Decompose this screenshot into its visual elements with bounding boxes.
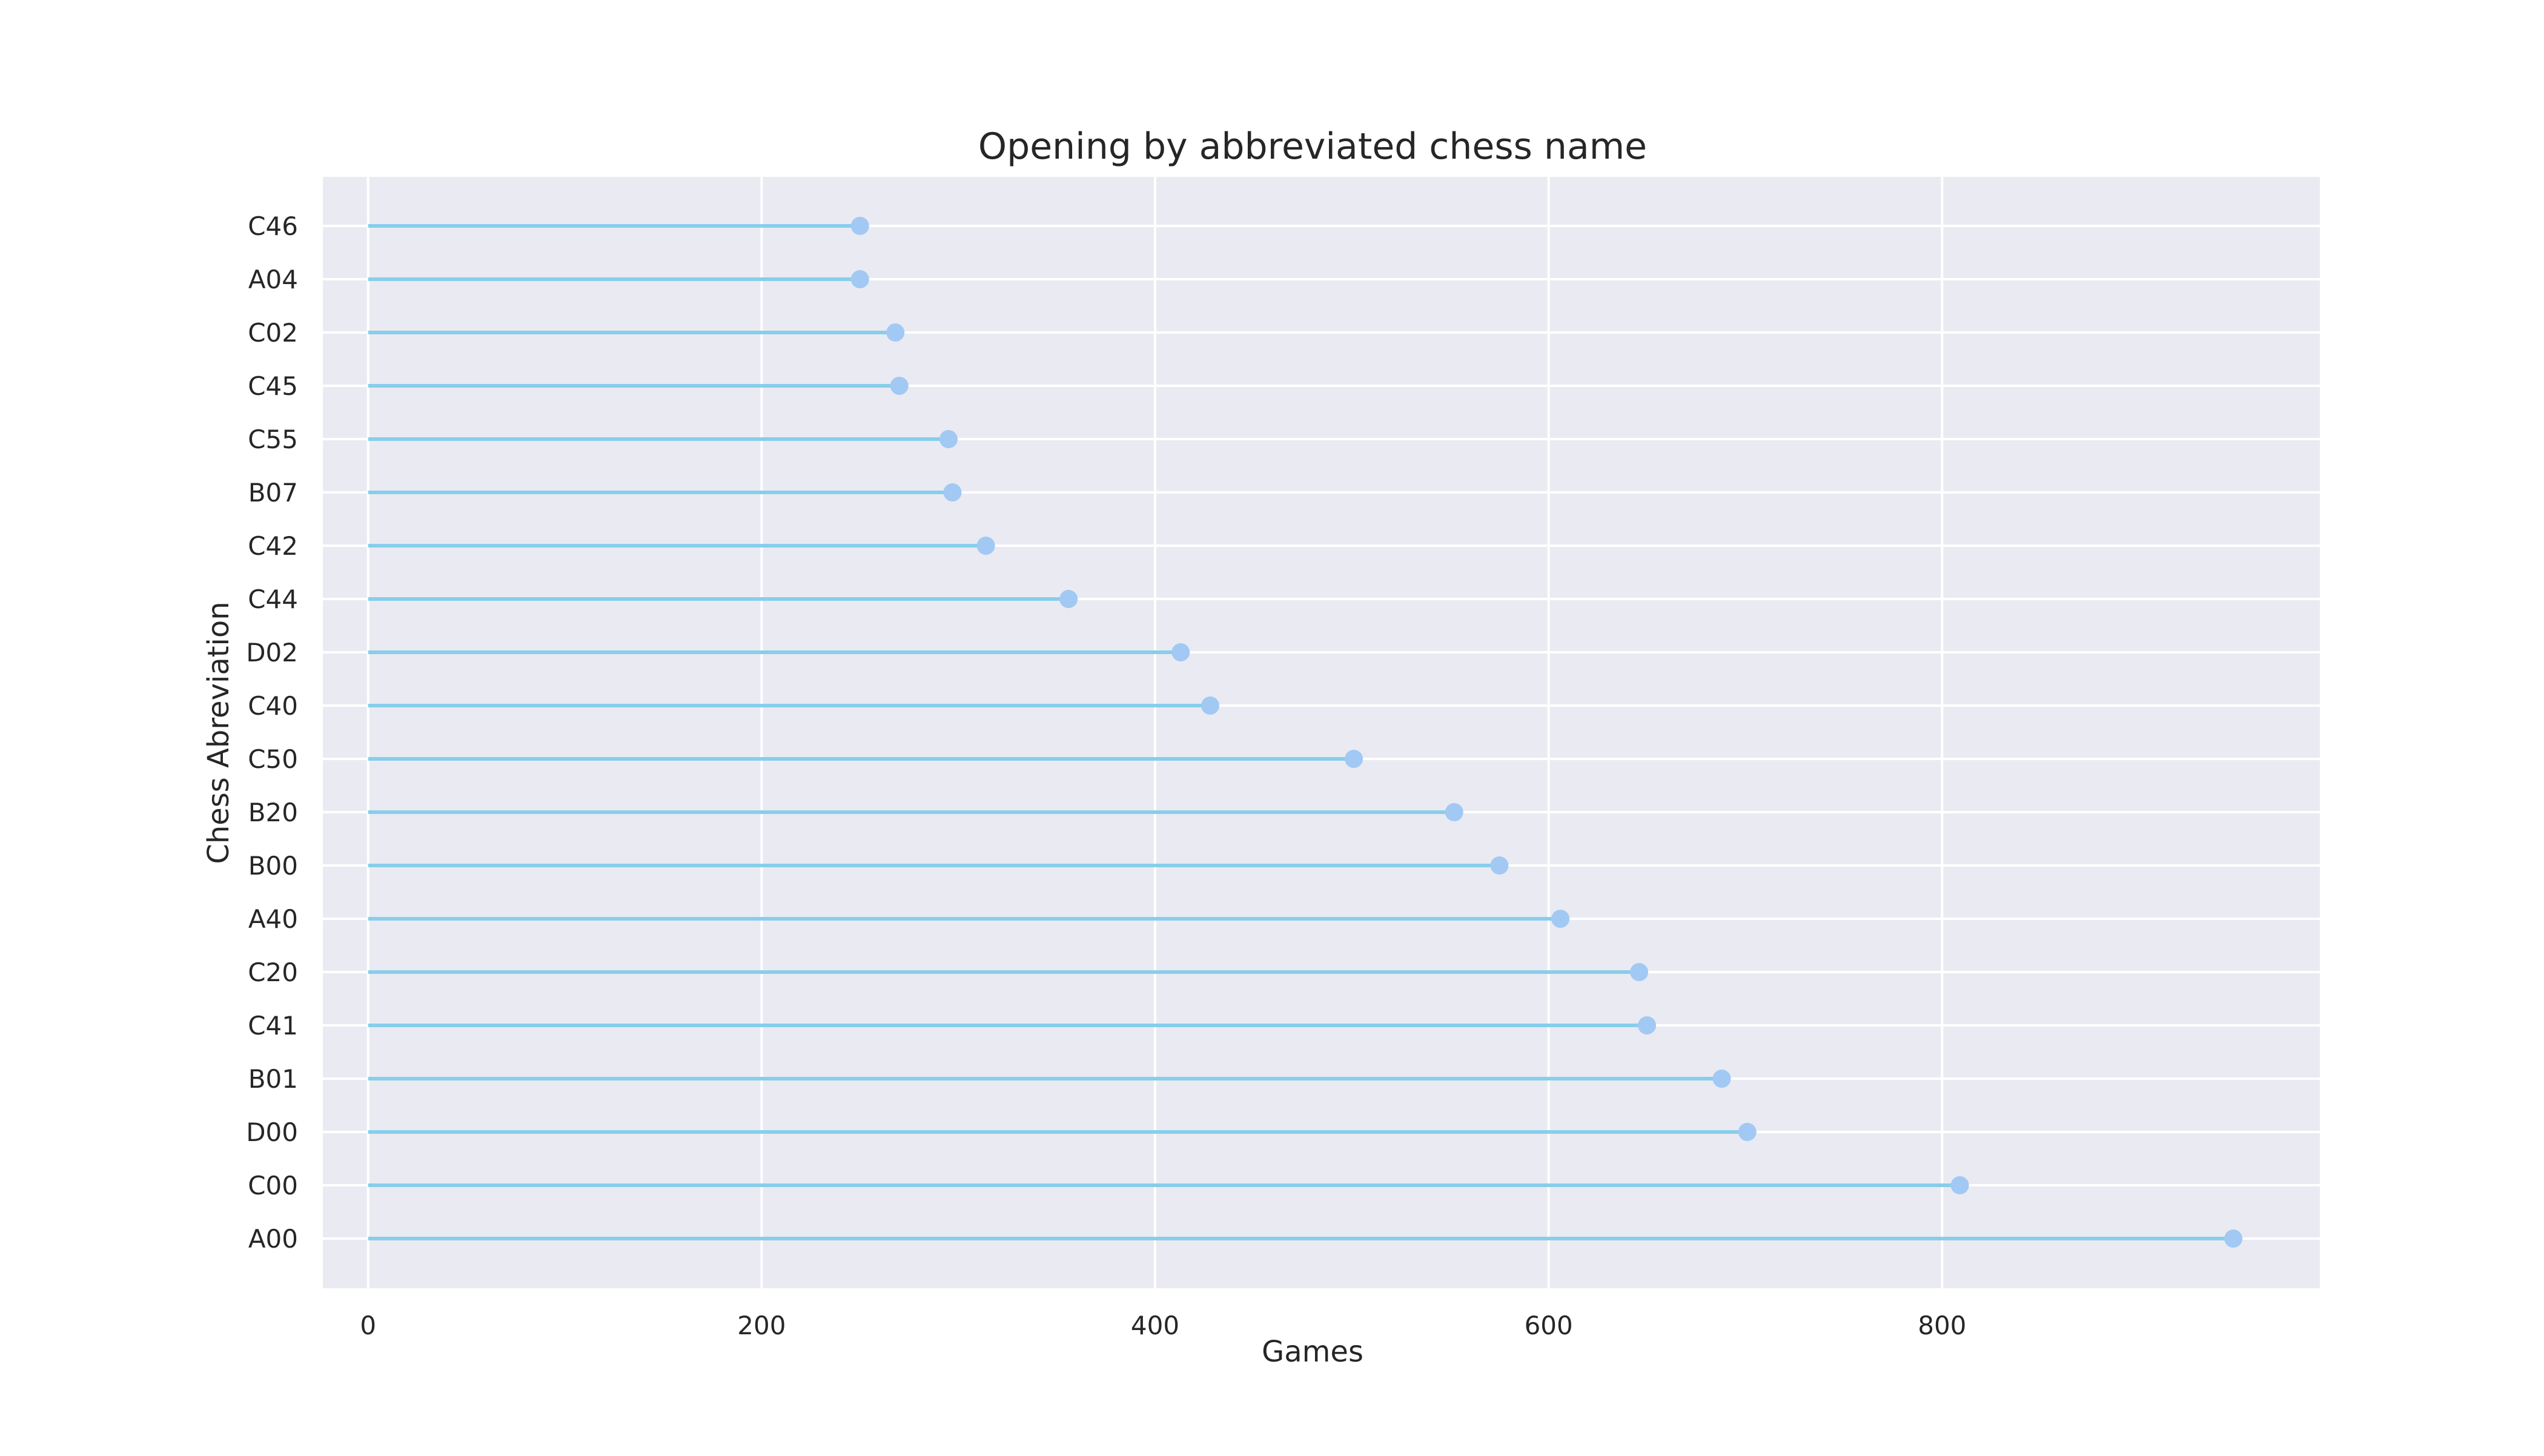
y-tick-label: C40 — [248, 691, 298, 721]
x-tick-label: 200 — [737, 1311, 786, 1340]
y-tick-label: C41 — [248, 1011, 298, 1041]
chart-title: Opening by abbreviated chess name — [978, 125, 1647, 168]
lollipop-marker-c46 — [850, 217, 869, 235]
y-tick-label: B01 — [248, 1064, 298, 1094]
y-tick-label: A04 — [248, 265, 298, 294]
x-axis-label: Games — [1262, 1335, 1363, 1369]
lollipop-marker-c02 — [886, 323, 905, 342]
lollipop-marker-c00 — [1950, 1176, 1969, 1194]
y-tick-label: C20 — [248, 958, 298, 987]
y-tick-label: C45 — [248, 371, 298, 401]
y-tick-label: B00 — [248, 851, 298, 881]
y-tick-label: B07 — [248, 478, 298, 508]
y-tick-label: C00 — [248, 1171, 298, 1200]
y-tick-label: C50 — [248, 744, 298, 774]
y-tick-label: D02 — [246, 638, 298, 667]
y-tick-label: C42 — [248, 531, 298, 561]
x-tick-label: 0 — [360, 1311, 376, 1340]
stem-layer — [368, 224, 2234, 1240]
lollipop-marker-c41 — [1638, 1016, 1657, 1034]
lollipop-marker-c42 — [976, 537, 995, 555]
y-tick-label: A00 — [248, 1224, 298, 1254]
y-tick-label: D00 — [246, 1117, 298, 1147]
lollipop-marker-c20 — [1630, 963, 1649, 981]
lollipop-marker-c45 — [890, 377, 909, 395]
y-tick-label: C46 — [248, 211, 298, 241]
y-tick-labels: C46 A04 C02 C45 C55 B07 C42 C44 D02 C40 C50 B20 B00 A… — [246, 211, 298, 1254]
y-tick-label: B20 — [248, 798, 298, 827]
lollipop-marker-c55 — [939, 430, 958, 448]
lollipop-marker-b07 — [943, 483, 962, 501]
marker-layer — [850, 217, 2243, 1248]
lollipop-marker-b20 — [1445, 803, 1463, 821]
y-tick-label: A40 — [248, 904, 298, 934]
x-tick-label: 800 — [1918, 1311, 1966, 1340]
lollipop-marker-d00 — [1738, 1123, 1757, 1141]
lollipop-marker-a04 — [850, 270, 869, 288]
y-tick-label: C55 — [248, 425, 298, 454]
lollipop-marker-c44 — [1059, 590, 1078, 608]
x-tick-labels: 0 200 400 600 800 — [360, 1311, 1966, 1340]
lollipop-marker-c40 — [1201, 697, 1219, 715]
x-tick-label: 400 — [1131, 1311, 1179, 1340]
plot-background — [323, 177, 2320, 1288]
y-axis-label: Chess Abreviation — [202, 601, 236, 864]
lollipop-marker-d02 — [1171, 643, 1190, 661]
lollipop-marker-c50 — [1345, 750, 1363, 768]
x-tick-label: 600 — [1525, 1311, 1573, 1340]
lollipop-marker-a00 — [2224, 1229, 2243, 1248]
lollipop-marker-b00 — [1490, 856, 1509, 875]
lollipop-marker-b01 — [1712, 1070, 1731, 1088]
y-tick-label: C02 — [248, 318, 298, 348]
lollipop-marker-a40 — [1551, 910, 1570, 928]
y-tick-label: C44 — [248, 584, 298, 614]
